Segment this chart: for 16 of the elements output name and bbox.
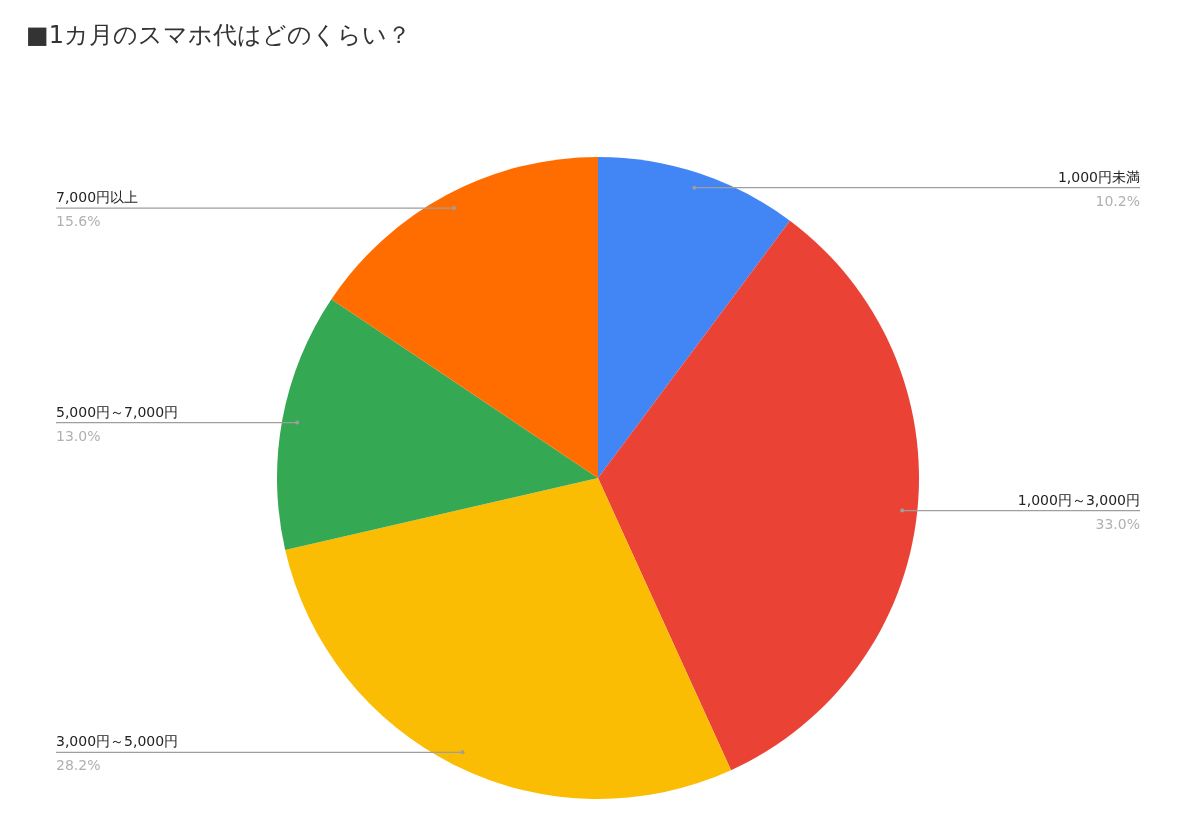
slice-label: 1,000円未満 — [1057, 168, 1140, 185]
pie-slice — [598, 157, 790, 478]
chart-title: ■1カ月のスマホ代はどのくらい？ — [26, 21, 411, 49]
data-label: 33.0% — [1095, 515, 1140, 532]
pie-slice — [598, 220, 919, 771]
slice-label: 5,000円～7,000円 — [56, 403, 179, 420]
slice-label: 7,000円以上 — [56, 189, 139, 206]
slice-label: 1,000円～3,000円 — [1017, 491, 1140, 508]
pie-slice — [285, 478, 732, 799]
data-label: 10.2% — [1095, 192, 1140, 209]
pie-slice — [331, 157, 598, 478]
data-label: 13.0% — [56, 427, 101, 444]
slice-label: 3,000円～5,000円 — [56, 733, 179, 750]
pie-slice — [277, 299, 598, 550]
data-label: 15.6% — [56, 213, 101, 230]
data-label: 28.2% — [56, 757, 101, 774]
